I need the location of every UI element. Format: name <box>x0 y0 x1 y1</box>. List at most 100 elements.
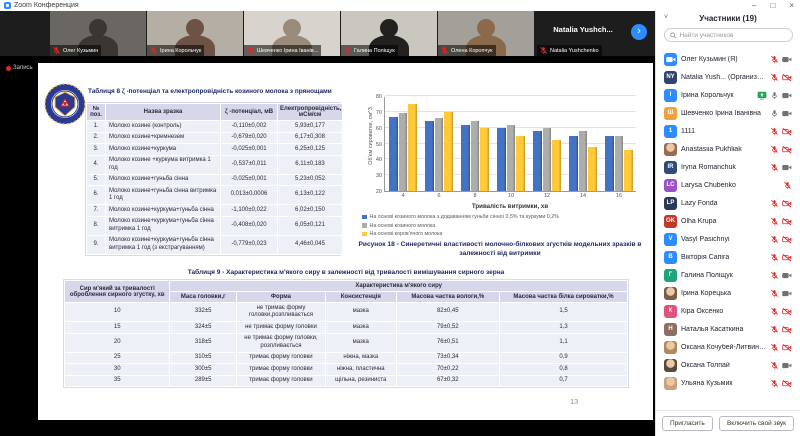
invite-button[interactable]: Пригласить <box>662 416 713 431</box>
legend-swatch-icon <box>362 231 367 237</box>
participant-row[interactable]: IR Iryna Romanchuk <box>656 158 800 176</box>
participant-row[interactable]: V Vasyl Pasichnyi <box>656 230 800 248</box>
camera-icon <box>782 56 792 62</box>
camera-off-icon <box>782 379 792 387</box>
chart-plot-area: 20 30 40 50 60 70 80 4 6 8 10 12 14 16 <box>376 94 636 199</box>
video-thumbnail[interactable]: Олег Кузьмин <box>50 11 146 56</box>
participant-name: Vasyl Pasichnyi <box>681 235 730 243</box>
table-cell: 0,8 <box>499 364 627 375</box>
legend-item: На основі коров'ячого молока <box>362 231 646 237</box>
participant-row[interactable]: OK Olha Krupa <box>656 212 800 230</box>
camera-off-icon <box>782 199 792 207</box>
video-thumbnail[interactable]: Олена Коропчук <box>438 11 534 56</box>
participant-row[interactable]: Олег Кузьмин (Я) <box>656 50 800 68</box>
camera-off-icon <box>782 217 792 225</box>
chart-y-axis-label: Об'єм сироватки, см^3 <box>368 107 374 165</box>
participant-row[interactable]: 1 1111 <box>656 122 800 140</box>
bar <box>408 103 417 191</box>
participant-row[interactable]: І Ірина Корольчук <box>656 86 800 104</box>
table-cell: 82±0,45 <box>396 303 499 321</box>
screen-share-area: Запись Таблиця 8 ζ -потенціал та елект <box>0 56 655 436</box>
mic-muted-icon <box>771 271 778 279</box>
avatar: V <box>664 232 677 246</box>
table-cell: 318±5 <box>170 333 236 352</box>
mic-muted-icon <box>784 181 791 189</box>
video-thumbnail[interactable]: Ірина Корольчук <box>147 11 243 56</box>
participant-row[interactable]: Ш Шевченко Ірина Іванівна <box>656 104 800 122</box>
participant-row[interactable]: Anastasiia Pukhliak <box>656 140 800 158</box>
table-cell: Молоко козине+куркума+гуньба сінна <box>106 205 220 216</box>
unmute-button[interactable]: Включить свой звук <box>718 416 794 431</box>
gridline <box>385 110 636 112</box>
bar <box>588 146 597 191</box>
bar <box>506 124 516 191</box>
syneresis-bar-chart: Об'єм сироватки, см^3 20 30 40 50 60 70 80 4 6 8 1… <box>348 89 646 267</box>
search-input[interactable] <box>679 31 787 39</box>
participant-row[interactable]: Оксана Толпай <box>656 356 800 374</box>
close-icon[interactable]: × <box>789 1 794 10</box>
table-cell: ніжна, мазка <box>325 352 396 363</box>
participant-row[interactable]: LC Larysa Chubenko <box>656 176 800 194</box>
legend-label: На основі коров'ячого молока <box>369 231 443 238</box>
avatar: LP <box>664 196 677 210</box>
video-name-label: Natalia Yushchenko <box>550 47 599 54</box>
participant-row[interactable]: В Вікторія Сапіга <box>656 248 800 266</box>
bar <box>461 124 470 191</box>
participant-row[interactable]: Г Галина Поліщук <box>656 266 800 284</box>
participant-row[interactable]: Ірина Корецька <box>656 284 800 302</box>
maximize-icon[interactable]: □ <box>770 1 776 10</box>
participant-search-box[interactable] <box>664 28 793 42</box>
table-cell: щільна, резиниста <box>325 375 396 386</box>
bar <box>516 135 525 191</box>
participant-row[interactable]: К Кіра Оксенко <box>656 302 800 320</box>
camera-off-icon <box>782 73 792 81</box>
bar <box>425 121 434 191</box>
video-thumbnail[interactable]: Шевченко Ірина Іванів... <box>244 11 340 56</box>
university-emblem-logo <box>44 83 86 130</box>
mic-muted-icon <box>771 163 778 171</box>
legend-label: На основі козиного молока з додаванням г… <box>369 214 559 220</box>
table-row: 2. Молоко козине+кремнезем -0,679±0,020 … <box>87 132 342 143</box>
minimize-icon[interactable]: – <box>752 1 757 10</box>
participant-row[interactable]: NY Natalia Yush... (Организатор) <box>656 68 800 86</box>
participant-name: Olha Krupa <box>681 217 717 225</box>
chevron-down-icon[interactable]: ˅ <box>664 14 669 21</box>
participant-name: Larysa Chubenko <box>681 181 736 189</box>
participant-row[interactable]: LP Lazy Fonda <box>656 194 800 212</box>
table-column-header: Масова частка вологи,% <box>396 292 499 302</box>
table-row: 1. Молоко козине (контроль) -0,110±0,002… <box>87 121 342 132</box>
mic-muted-icon <box>344 46 351 54</box>
table-cell: 73±0,34 <box>396 352 499 363</box>
camera-icon <box>782 290 792 296</box>
participant-display-name: Natalia Yushch... <box>553 25 613 34</box>
figure-caption: Рисунок 18 - Синеретичні властивості мол… <box>358 241 642 257</box>
video-thumbnail[interactable]: Галина Поліщук <box>341 11 437 56</box>
table-row: 30 300±5 тримає форму головки ніжна, пласти… <box>65 364 627 375</box>
table-cell: 310±5 <box>170 352 236 363</box>
bar <box>542 127 552 191</box>
bar <box>578 130 588 191</box>
participant-row[interactable]: Н Наталья Касаткина <box>656 320 800 338</box>
recording-dot-icon <box>6 65 11 71</box>
participant-silhouette <box>186 19 204 37</box>
table-cell: мазка <box>325 303 396 321</box>
table-cell: 1,5 <box>499 303 627 321</box>
bar <box>569 135 578 191</box>
table-cell: 6,13±0,122 <box>278 186 342 204</box>
table-row: 20 318±5 не тримає форму головки, розплива… <box>65 333 627 352</box>
video-thumbnail-no-camera[interactable]: Natalia Yushch... Natalia Yushchenko › <box>535 11 655 56</box>
participant-row[interactable]: Оксана Кочубей-Литвиненко <box>656 338 800 356</box>
table-cell: -0,537±0,011 <box>221 155 277 174</box>
next-videos-button[interactable]: › <box>631 24 647 40</box>
mic-muted-icon <box>540 46 547 54</box>
table-cell: 0,9 <box>499 352 627 363</box>
table-row: 4. Молоко козине +куркума витримка 1 год… <box>87 155 342 174</box>
table-cell: 76±0,51 <box>396 333 499 352</box>
table-cell: 4. <box>87 155 105 174</box>
participant-row[interactable]: Ульяна Кузьмик <box>656 374 800 392</box>
mic-muted-icon <box>771 127 778 135</box>
camera-off-icon <box>782 235 792 243</box>
avatar: LC <box>664 178 677 192</box>
table-row: 8. Молоко козине+куркума+гуньба сінна ви… <box>87 216 342 235</box>
camera-off-icon <box>782 127 792 135</box>
